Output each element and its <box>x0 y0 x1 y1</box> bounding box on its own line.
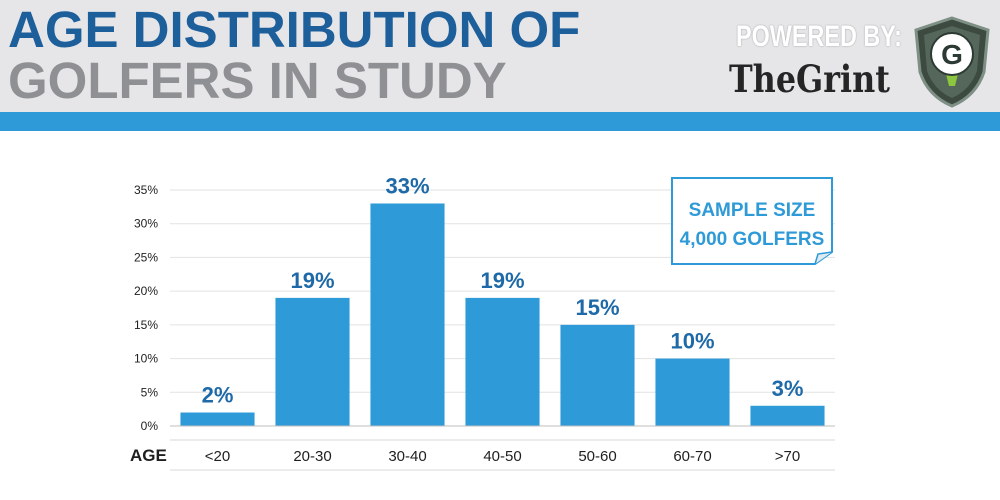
y-tick-label: 5% <box>141 385 159 399</box>
header-divider-band <box>0 112 1000 131</box>
data-label: 19% <box>290 268 334 293</box>
x-category-label: 40-50 <box>483 448 521 465</box>
y-tick-label: 25% <box>134 250 158 264</box>
x-category-label: >70 <box>775 448 800 465</box>
y-axis-ticks: 0% 5% 10% 15% 20% 25% 30% 35% <box>134 183 158 433</box>
data-label: 15% <box>575 295 619 320</box>
x-axis-title: AGE <box>130 446 167 465</box>
bar <box>655 358 730 426</box>
callout-line-1: SAMPLE SIZE <box>689 200 816 221</box>
thegrint-shield-logo-icon: G <box>914 16 990 108</box>
header-banner: AGE DISTRIBUTION OF GOLFERS IN STUDY POW… <box>0 0 1000 112</box>
logo-letter: G <box>941 39 963 70</box>
data-label: 2% <box>202 383 234 408</box>
bars <box>180 203 825 426</box>
data-label: 19% <box>480 268 524 293</box>
y-tick-label: 20% <box>134 284 158 298</box>
y-tick-label: 35% <box>134 183 158 197</box>
x-category-label: 60-70 <box>673 448 711 465</box>
brand-name: TheGrint <box>729 57 890 101</box>
bar <box>750 405 825 426</box>
y-tick-label: 0% <box>141 419 159 433</box>
data-label: 10% <box>670 329 714 354</box>
title-line-2: GOLFERS IN STUDY <box>8 52 507 109</box>
y-tick-label: 15% <box>134 318 158 332</box>
x-category-label: 20-30 <box>293 448 331 465</box>
bar <box>180 412 255 426</box>
bar <box>560 324 635 426</box>
data-label: 3% <box>772 376 804 401</box>
x-category-label: 30-40 <box>388 448 426 465</box>
bar <box>465 297 540 426</box>
bar <box>275 297 350 426</box>
title-line-1: AGE DISTRIBUTION OF <box>8 1 581 58</box>
callout-line-2: 4,000 GOLFERS <box>680 229 825 250</box>
data-label: 33% <box>385 173 429 198</box>
x-axis-categories: <20 20-30 30-40 40-50 50-60 60-70 >70 <box>205 448 800 465</box>
y-tick-label: 30% <box>134 217 158 231</box>
x-category-label: 50-60 <box>578 448 616 465</box>
y-tick-label: 10% <box>134 352 158 366</box>
sample-size-callout: SAMPLE SIZE 4,000 GOLFERS <box>671 177 833 265</box>
x-category-label: <20 <box>205 448 230 465</box>
powered-by-label: POWERED BY: <box>736 20 902 53</box>
bar <box>370 203 445 426</box>
data-labels: 2% 19% 33% 19% 15% 10% 3% <box>202 173 804 407</box>
